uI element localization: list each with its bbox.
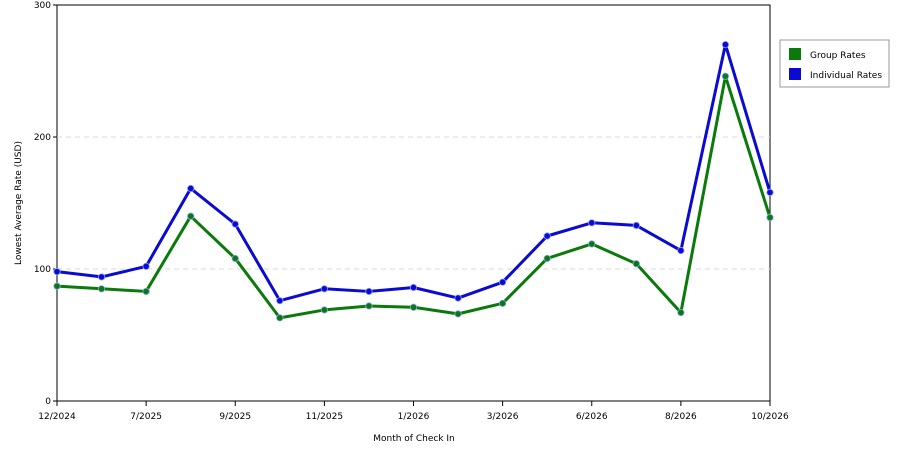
data-point — [588, 219, 596, 227]
data-point — [365, 302, 373, 310]
legend-label: Individual Rates — [810, 71, 882, 81]
series-lines — [53, 40, 774, 322]
data-point — [276, 297, 284, 305]
data-point — [142, 287, 150, 296]
data-point — [409, 283, 418, 292]
data-point — [320, 306, 328, 314]
data-point — [677, 308, 685, 317]
data-point — [588, 240, 596, 248]
data-point — [766, 213, 774, 222]
data-point — [53, 282, 61, 290]
data-point — [231, 220, 239, 228]
data-point — [632, 221, 640, 230]
x-tick-label: 6/2026 — [576, 412, 608, 422]
y-tick-label: 0 — [45, 397, 51, 407]
data-point — [187, 212, 195, 220]
data-point — [320, 285, 328, 293]
data-point — [142, 262, 150, 270]
data-point — [187, 184, 195, 193]
data-point — [543, 254, 551, 263]
data-point — [454, 294, 462, 302]
data-point — [97, 285, 106, 293]
x-tick-label: 7/2025 — [130, 412, 162, 422]
x-axis-title: Month of Check In — [373, 434, 455, 444]
x-tick-label: 11/2025 — [306, 412, 343, 422]
x-tick-label: 9/2025 — [219, 412, 251, 422]
data-point — [499, 278, 507, 286]
x-tick-label: 1/2026 — [398, 412, 430, 422]
data-point — [454, 310, 462, 318]
data-point — [97, 273, 106, 281]
x-tick-label: 3/2026 — [487, 412, 519, 422]
data-point — [231, 254, 239, 263]
legend-swatch — [789, 48, 801, 60]
data-point — [632, 260, 640, 268]
x-tick-label: 12/2024 — [38, 412, 76, 422]
legend-swatch — [789, 68, 801, 80]
x-tick-label: 10/2026 — [751, 412, 789, 422]
axes: 0 100 200 300 12/2024 7/2025 9/2025 11/2025 1/20… — [34, 1, 789, 422]
data-point — [766, 188, 774, 197]
data-point — [409, 303, 418, 311]
data-point — [365, 287, 373, 296]
x-tick-label: 8/2026 — [665, 412, 697, 422]
data-point — [543, 232, 551, 240]
data-point — [53, 268, 61, 276]
legend: Group Rates Individual Rates — [779, 39, 890, 88]
data-point — [721, 72, 730, 80]
grid-lines — [57, 136, 770, 270]
data-point — [677, 246, 685, 255]
y-tick-label: 200 — [34, 133, 51, 143]
data-point — [499, 299, 507, 307]
y-tick-label: 100 — [34, 265, 51, 275]
plot-area — [56, 4, 771, 402]
data-point — [721, 40, 730, 49]
y-tick-label: 300 — [34, 1, 51, 11]
data-point — [276, 314, 284, 322]
legend-label: Group Rates — [810, 51, 866, 61]
y-axis-title: Lowest Average Rate (USD) — [14, 141, 24, 265]
